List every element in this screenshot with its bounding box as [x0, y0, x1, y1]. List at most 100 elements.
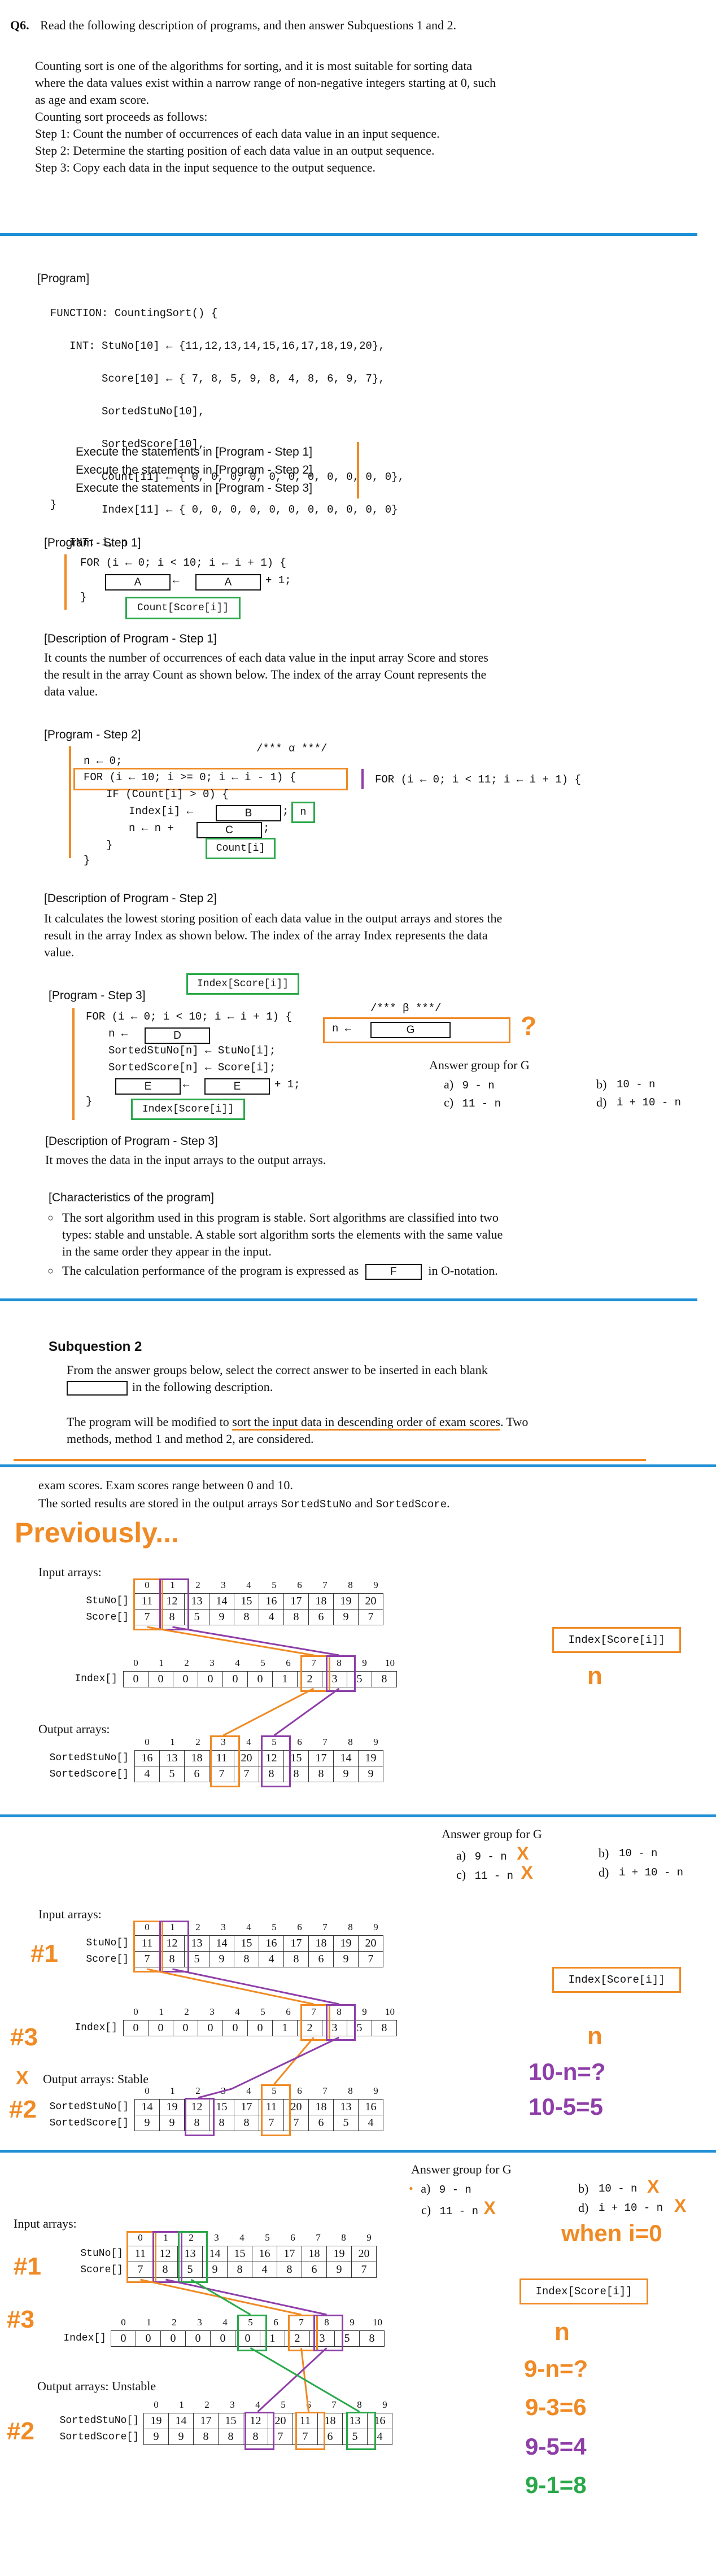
array-cell: 9: [159, 2115, 185, 2131]
exec-bracket-line: [357, 442, 359, 498]
section-divider: [0, 1464, 716, 1467]
step3-close: }: [86, 1095, 93, 1108]
step3-title: [Program - Step 3]: [49, 989, 146, 1002]
char-line: The sort algorithm used in this program …: [62, 1210, 499, 1224]
x-mark: X: [647, 2176, 660, 2197]
index-numbers: 0 1 2 3 4 5 6 7 8 9 10: [111, 2317, 390, 2328]
hint-index-score-top: Index[Score[i]]: [186, 973, 299, 995]
index-number: 9: [382, 2399, 387, 2410]
array-cell: 0: [111, 2330, 136, 2347]
marker-2: #2: [7, 2417, 34, 2445]
option-d: i + 10 - n: [619, 1866, 684, 1879]
option-key: d): [596, 1095, 607, 1109]
index-number: 6: [286, 2006, 291, 2017]
answer-g-title: Answer group for G: [429, 1058, 530, 1072]
array-cell: 9: [326, 2262, 352, 2278]
array-cell: 9: [209, 1609, 234, 1625]
index-number: 0: [145, 1580, 150, 1590]
index-number: 8: [341, 2232, 346, 2243]
index-number: 7: [331, 2399, 337, 2410]
alpha-comment: /*** α ***/: [256, 742, 328, 755]
array-cell: 7: [134, 1609, 160, 1625]
code-line: Index[11] ← { 0, 0, 0, 0, 0, 0, 0, 0, 0,…: [37, 504, 398, 516]
array-cell: 4: [367, 2429, 392, 2445]
index-number: 6: [297, 1580, 302, 1590]
array-cell: 11: [134, 1593, 160, 1610]
modified-underline: sort the input data in descending order …: [232, 1415, 500, 1431]
index-number: 6: [286, 1657, 291, 1668]
array-cell: 19: [333, 1593, 359, 1610]
index-numbers: 0 1 2 3 4 5 6 7 8 9: [134, 1922, 388, 1933]
semi-c: ;: [263, 822, 270, 834]
index-number: 0: [121, 2317, 126, 2328]
sub2-instruction: From the answer groups below, select the…: [67, 1362, 488, 1396]
note-n: n: [555, 2318, 570, 2346]
option-key: c): [456, 1868, 466, 1882]
program-title: [Program]: [37, 272, 90, 285]
array-cell: 17: [283, 1593, 309, 1610]
step1-arrow: ←: [173, 574, 180, 587]
array-cell: 9: [168, 2429, 194, 2445]
index-number: 3: [209, 2006, 215, 2017]
array-cell: 17: [193, 2413, 219, 2429]
array-cell: 6: [308, 1951, 334, 1967]
array-cell: 17: [283, 1935, 309, 1952]
connector-line: [147, 1626, 314, 1656]
array-cell: 4: [259, 1609, 284, 1625]
index-number: 9: [350, 2317, 355, 2328]
array-cell: 0: [222, 1671, 248, 1687]
text: The sorted results are stored in the out…: [38, 1496, 281, 1510]
array-cell: 0: [198, 1671, 223, 1687]
option-b: 10 - n: [619, 1847, 658, 1860]
index-number: 2: [204, 2399, 209, 2410]
answer-g-options: a) 9 - n b) 10 - n c) 11 - n d) i + 10 -…: [444, 1076, 704, 1112]
array-cell: 0: [160, 2330, 186, 2347]
array-cell: 5: [347, 2020, 372, 2036]
array-cell: 12: [152, 2246, 178, 2262]
output-unstable-label: Output arrays: Unstable: [37, 2379, 156, 2393]
step1-plus: + 1;: [265, 574, 291, 587]
array-cell: 20: [358, 1593, 383, 1610]
equation-9-5: 9-5=4: [525, 2433, 587, 2460]
array-cell: 8: [159, 1951, 185, 1967]
desc-line: It calculates the lowest storing positio…: [44, 911, 503, 925]
array-cell: 0: [148, 2020, 173, 2036]
step3-sorted-score: SortedScore[n] ← Score[i];: [108, 1061, 276, 1074]
exec-statements: Execute the statements in [Program - Ste…: [76, 443, 312, 497]
alt-divider: [361, 769, 364, 789]
sortedstuno-label: SortedStuNo[]: [59, 2415, 139, 2426]
score-label: Score[]: [86, 1954, 129, 1965]
desc-line: result in the array Index as shown below…: [44, 928, 488, 942]
section-divider: [0, 233, 697, 236]
highlight-index-8: [326, 1655, 356, 1692]
step3-arrow: ←: [183, 1078, 190, 1091]
option-key: b): [599, 1846, 609, 1860]
array-cell: 16: [358, 2099, 383, 2115]
index-number: 3: [209, 1657, 215, 1668]
array-cell: 12: [259, 1750, 284, 1766]
array-cell: 5: [159, 1766, 185, 1782]
intro-line: Counting sort proceeds as follows:: [35, 110, 208, 124]
note-index-score: Index[Score[i]]: [519, 2278, 648, 2304]
index-number: 8: [357, 2399, 362, 2410]
index-number: 1: [159, 1657, 164, 1668]
index-number: 4: [246, 2085, 251, 2096]
index-label: Index[]: [75, 2022, 117, 2033]
index-number: 1: [170, 1737, 175, 1747]
index-label: Index[]: [75, 1673, 117, 1685]
desc-line: the result in the array Count as shown b…: [44, 667, 487, 681]
step1-bracket: [64, 554, 67, 610]
index-number: 6: [297, 1922, 302, 1932]
array-cell: 8: [283, 1766, 309, 1782]
intro-text: Counting sort is one of the algorithms f…: [35, 58, 496, 176]
array-row: 11 12 13 14 15 16 17 18 19 20: [128, 2246, 377, 2262]
array-cell: 20: [234, 1750, 259, 1766]
array-cell: 18: [302, 2246, 327, 2262]
array-cell: 15: [218, 2413, 243, 2429]
index-number: 9: [373, 1922, 378, 1932]
code-line: SortedStuNo[10],: [37, 405, 205, 418]
array-cell: 0: [247, 1671, 273, 1687]
array-cell: 8: [234, 1609, 259, 1625]
index-number: 3: [221, 1922, 226, 1932]
option-key: a): [456, 1848, 466, 1862]
